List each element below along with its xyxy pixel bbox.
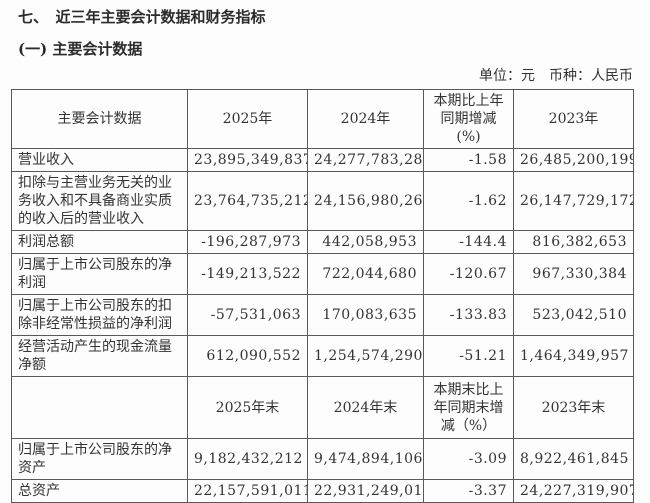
value-2025: 9,182,432,212 — [187, 438, 308, 480]
financial-report-page: 七、 近三年主要会计数据和财务指标 (一) 主要会计数据 单位：元 币种：人民币… — [0, 8, 650, 503]
value-change: -120.67 — [423, 253, 514, 295]
row-label: 营业收入 — [11, 148, 188, 172]
value-2024: 22,931,249,017 — [307, 479, 424, 503]
value-2023: 8,922,461,845 — [513, 438, 634, 480]
value-2024: 9,474,894,106 — [307, 438, 424, 480]
table-row-adjusted-revenue: 扣除与主营业务无关的业务收入和不具备商业实质的收入后的营业收入 23,764,7… — [11, 171, 634, 231]
section-title: 七、 近三年主要会计数据和财务指标 — [18, 8, 266, 26]
table-row-net-assets: 归属于上市公司股东的净资产 9,182,432,212 9,474,894,10… — [11, 438, 634, 480]
header-2023-end: 2023年末 — [513, 376, 634, 439]
row-label: 扣除与主营业务无关的业务收入和不具备商业实质的收入后的营业收入 — [11, 171, 188, 231]
header-main-data: 主要会计数据 — [11, 89, 188, 149]
value-change: -1.62 — [423, 171, 514, 231]
value-2025: -57,531,063 — [187, 294, 308, 336]
value-change: -1.58 — [423, 148, 514, 172]
value-2023: 26,147,729,172 — [513, 171, 634, 231]
value-2023: 967,330,384 — [513, 253, 634, 295]
header-period-change: 本期比上年 同期增减 (%) — [423, 89, 514, 149]
table-row-operating-cash-flow: 经营活动产生的现金流量净额 612,090,552 1,254,574,290 … — [11, 335, 634, 377]
value-2025: -196,287,973 — [187, 230, 308, 254]
value-2024: 24,277,783,283 — [307, 148, 424, 172]
value-change: -3.37 — [423, 479, 514, 503]
value-2023: 523,042,510 — [513, 294, 634, 336]
value-2023: 26,485,200,199 — [513, 148, 634, 172]
header-2024-end: 2024年末 — [307, 376, 424, 439]
value-2023: 816,382,653 — [513, 230, 634, 254]
header-period-end-change: 本期末比上 年同期末增 减（%） — [423, 376, 514, 439]
row-label: 总资产 — [11, 479, 188, 503]
header-2024: 2024年 — [307, 89, 424, 149]
value-2023: 1,464,349,957 — [513, 335, 634, 377]
table-row-total-profit: 利润总额 -196,287,973 442,058,953 -144.4 816… — [11, 230, 634, 254]
row-label: 经营活动产生的现金流量净额 — [11, 335, 188, 377]
header-2023: 2023年 — [513, 89, 634, 149]
table-row-net-profit-excl-nonrecurring: 归属于上市公司股东的扣除非经常性损益的净利润 -57,531,063 170,0… — [11, 294, 634, 336]
value-2023: 24,227,319,907 — [513, 479, 634, 503]
value-2025: 23,764,735,212 — [187, 171, 308, 231]
value-change: -51.21 — [423, 335, 514, 377]
table-row-net-profit: 归属于上市公司股东的净利润 -149,213,522 722,044,680 -… — [11, 253, 634, 295]
row-label: 归属于上市公司股东的扣除非经常性损益的净利润 — [11, 294, 188, 336]
table-header-row-period-end: 2025年末 2024年末 本期末比上 年同期末增 减（%） 2023年末 — [11, 376, 634, 439]
value-2024: 24,156,980,260 — [307, 171, 424, 231]
table-row-total-assets: 总资产 22,157,591,011 22,931,249,017 -3.37 … — [11, 479, 634, 503]
row-label: 利润总额 — [11, 230, 188, 254]
value-2024: 442,058,953 — [307, 230, 424, 254]
header-2025: 2025年 — [187, 89, 308, 149]
row-label: 归属于上市公司股东的净利润 — [11, 253, 188, 295]
accounting-data-table: 主要会计数据 2025年 2024年 本期比上年 同期增减 (%) 2023年 … — [11, 89, 634, 503]
unit-currency-note: 单位：元 币种：人民币 — [479, 68, 633, 84]
value-change: -133.83 — [423, 294, 514, 336]
subsection-title: (一) 主要会计数据 — [18, 40, 143, 58]
value-2025: -149,213,522 — [187, 253, 308, 295]
header-2025-end: 2025年末 — [187, 376, 308, 439]
row-label: 归属于上市公司股东的净资产 — [11, 438, 188, 480]
value-2024: 170,083,635 — [307, 294, 424, 336]
table-header-row-period: 主要会计数据 2025年 2024年 本期比上年 同期增减 (%) 2023年 — [11, 89, 634, 149]
value-change: -3.09 — [423, 438, 514, 480]
value-change: -144.4 — [423, 230, 514, 254]
value-2025: 22,157,591,011 — [187, 479, 308, 503]
value-2024: 722,044,680 — [307, 253, 424, 295]
value-2024: 1,254,574,290 — [307, 335, 424, 377]
value-2025: 612,090,552 — [187, 335, 308, 377]
header-empty — [11, 376, 188, 439]
value-2025: 23,895,349,837 — [187, 148, 308, 172]
table-row-operating-revenue: 营业收入 23,895,349,837 24,277,783,283 -1.58… — [11, 148, 634, 172]
